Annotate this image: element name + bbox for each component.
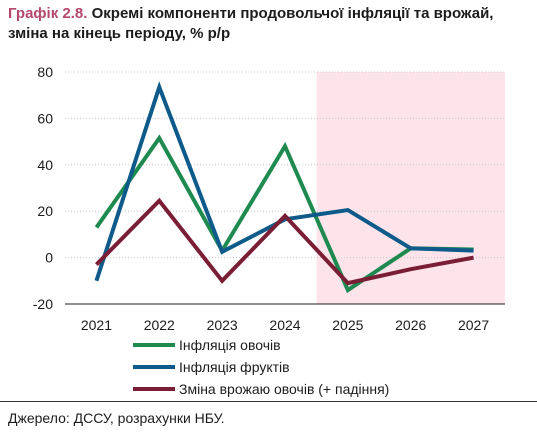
legend-label: Інфляція овочів [179, 337, 281, 353]
x-tick-label: 2026 [395, 317, 426, 333]
chart-title-text: Окремі компоненти продовольчої інфляції … [8, 5, 494, 42]
legend-label: Інфляція фруктів [179, 359, 290, 375]
x-tick-label: 2023 [207, 317, 238, 333]
x-axis-ticks: 2021 2022 2023 2024 2025 2026 2027 [81, 317, 490, 333]
y-tick-label: 80 [37, 64, 53, 80]
x-tick-label: 2021 [81, 317, 112, 333]
series-lines [94, 81, 474, 294]
y-tick-label: 0 [45, 250, 53, 266]
x-tick-label: 2024 [269, 317, 300, 333]
x-tick-label: 2022 [144, 317, 175, 333]
series-line-3 [95, 197, 474, 286]
chart-title: Графік 2.8. Окремі компоненти продовольч… [8, 4, 528, 44]
series-line-2 [94, 81, 474, 282]
forecast-shading [316, 72, 505, 304]
y-tick-label: 60 [37, 110, 53, 126]
x-tick-label: 2025 [332, 317, 363, 333]
y-tick-label: -20 [33, 296, 53, 312]
legend: Інфляція овочів Інфляція фруктів Зміна вро… [133, 337, 389, 397]
y-axis-ticks: -20 0 20 40 60 80 [33, 64, 53, 312]
x-tick-label: 2027 [458, 317, 489, 333]
chart-number: Графік 2.8. [8, 5, 88, 22]
source-divider [0, 401, 537, 402]
y-tick-label: 20 [37, 203, 53, 219]
y-tick-label: 40 [37, 157, 53, 173]
grid-lines [65, 71, 505, 305]
source-note: Джерело: ДССУ, розрахунки НБУ. [8, 410, 225, 426]
legend-label: Зміна врожаю овочів (+ падіння) [179, 381, 389, 397]
